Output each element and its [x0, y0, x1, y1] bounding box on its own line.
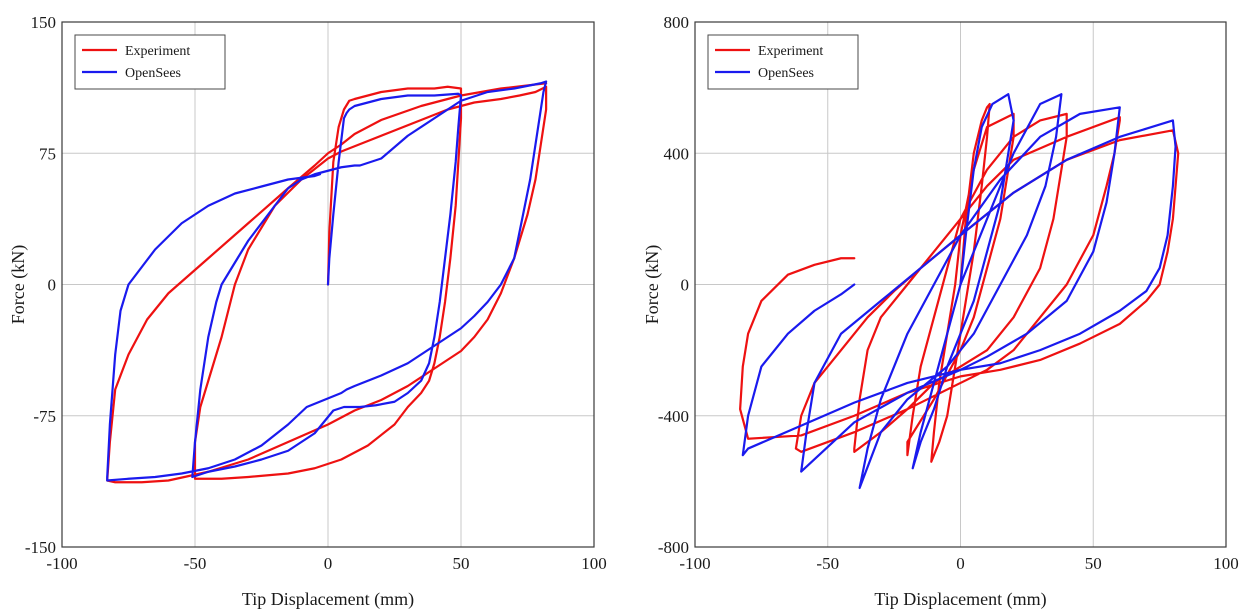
y-tick-label: -75 — [33, 407, 56, 426]
x-tick-label: -50 — [184, 554, 207, 573]
chart-panel-2: -100 -50 0 50 100 -800 -400 0 400 800 Tip Displace… — [642, 13, 1239, 610]
x-axis-title: Tip Displacement (mm) — [874, 589, 1046, 610]
y-tick-label: 0 — [48, 276, 57, 295]
y-axis-title: Force (kN) — [8, 245, 29, 324]
legend: Experiment OpenSees — [74, 34, 226, 90]
series-line-opensees — [741, 93, 1177, 490]
legend-label-opensees: OpenSees — [125, 66, 181, 81]
x-tick-label: 100 — [1213, 554, 1239, 573]
plot-frame — [61, 21, 595, 548]
x-tick-label: -50 — [816, 554, 839, 573]
x-tick-label: 0 — [324, 554, 333, 573]
legend-label-experiment: Experiment — [125, 44, 190, 59]
series-line-opensees — [106, 80, 548, 482]
series-line-experiment — [106, 82, 548, 484]
y-tick-label: -150 — [25, 538, 56, 557]
x-tick-label: 50 — [453, 554, 470, 573]
y-axis-title: Force (kN) — [642, 245, 663, 324]
legend: Experiment OpenSees — [707, 34, 859, 90]
y-tick-label: 0 — [681, 276, 690, 295]
plot-frame — [694, 21, 1227, 548]
y-tick-label: -800 — [658, 538, 689, 557]
y-tick-label: 800 — [664, 13, 690, 32]
series-line-experiment — [739, 102, 1180, 463]
x-tick-label: 100 — [581, 554, 607, 573]
y-tick-label: 150 — [31, 13, 57, 32]
y-tick-label: -400 — [658, 407, 689, 426]
chart-panel-1: -100 -50 0 50 100 -150 -75 0 75 150 Tip Displaceme… — [8, 13, 607, 610]
legend-box — [707, 34, 859, 90]
x-tick-label: -100 — [679, 554, 710, 573]
x-tick-label: -100 — [46, 554, 77, 573]
x-axis-title: Tip Displacement (mm) — [242, 589, 414, 610]
legend-label-opensees: OpenSees — [758, 66, 814, 81]
x-tick-label: 50 — [1085, 554, 1102, 573]
legend-box — [74, 34, 226, 90]
legend-label-experiment: Experiment — [758, 44, 823, 59]
y-tick-label: 75 — [39, 144, 56, 163]
x-tick-label: 0 — [956, 554, 965, 573]
y-tick-label: 400 — [664, 144, 690, 163]
